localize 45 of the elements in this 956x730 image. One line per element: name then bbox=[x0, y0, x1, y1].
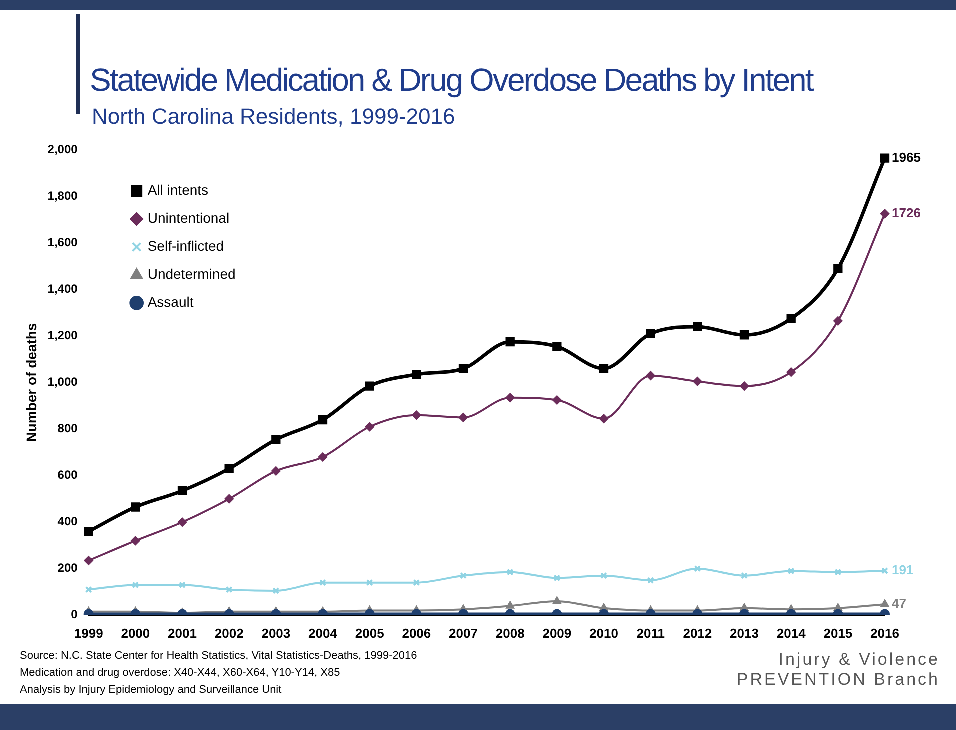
x-tick-label: 2016 bbox=[870, 626, 900, 641]
y-tick-label: 1,000 bbox=[48, 375, 78, 390]
y-tick-label: 0 bbox=[71, 608, 78, 622]
x-tick-label: 2011 bbox=[636, 626, 665, 641]
text: Analysis by Injury Epidemiology and Surveillance Unit bbox=[20, 683, 283, 698]
y-axis-title: Number of deaths bbox=[23, 323, 40, 442]
y-tick-label: 1,800 bbox=[48, 189, 78, 204]
data-label: 1726 bbox=[892, 206, 921, 221]
data-label: 191 bbox=[892, 562, 914, 578]
legend-label: Undetermined bbox=[148, 266, 236, 282]
y-tick-label: 400 bbox=[58, 514, 78, 529]
x-tick-label: 2005 bbox=[355, 626, 384, 641]
y-tick-label: 200 bbox=[58, 561, 78, 576]
legend-label: Unintentional bbox=[148, 210, 230, 226]
text: Medication and drug overdose: X40-X44, X60-X64, Y10-Y14, X85 bbox=[20, 666, 342, 681]
y-tick-label: 1,600 bbox=[48, 236, 78, 250]
source-note: Source: N.C. State Center for Health Statistics, Vital Statistics-Deaths, 1999-2016 bbox=[20, 649, 418, 664]
x-tick-label: 2002 bbox=[214, 626, 244, 641]
y-tick-label: 2,000 bbox=[48, 142, 78, 157]
x-tick-label: 2015 bbox=[824, 626, 853, 641]
x-tick-label: 2008 bbox=[496, 626, 525, 641]
y-tick-label: 800 bbox=[58, 422, 78, 436]
legend-label: Assault bbox=[148, 294, 194, 310]
chart-subtitle: North Carolina Residents, 1999-2016 bbox=[92, 104, 456, 130]
y-tick-label: 600 bbox=[58, 468, 78, 482]
x-tick-label: 2010 bbox=[590, 626, 618, 641]
data-label: 47 bbox=[892, 596, 906, 612]
x-tick-label: 2009 bbox=[542, 626, 572, 641]
legend-label: Self-inflicted bbox=[148, 238, 224, 254]
x-tick-label: 2001 bbox=[168, 626, 197, 641]
data-label: 1965 bbox=[892, 150, 921, 165]
x-tick-label: 1999 bbox=[74, 626, 104, 641]
text: Injury & Violence PREVENTION Branch bbox=[736, 650, 940, 690]
y-tick-label: 1,200 bbox=[48, 328, 78, 343]
x-tick-label: 2000 bbox=[121, 626, 150, 641]
x-tick-label: 2012 bbox=[683, 626, 712, 641]
x-tick-label: 2014 bbox=[776, 626, 807, 641]
y-tick-label: 1,400 bbox=[48, 282, 78, 296]
legend-label: All intents bbox=[148, 182, 209, 198]
x-tick-label: 2013 bbox=[730, 626, 759, 641]
x-tick-label: 2006 bbox=[402, 626, 432, 641]
x-tick-label: 2003 bbox=[262, 626, 291, 641]
x-tick-label: 2004 bbox=[308, 626, 338, 641]
x-tick-label: 2007 bbox=[449, 626, 478, 641]
chart-title: Statewide Medication & Drug Overdose Deaths by Intent bbox=[90, 62, 813, 99]
